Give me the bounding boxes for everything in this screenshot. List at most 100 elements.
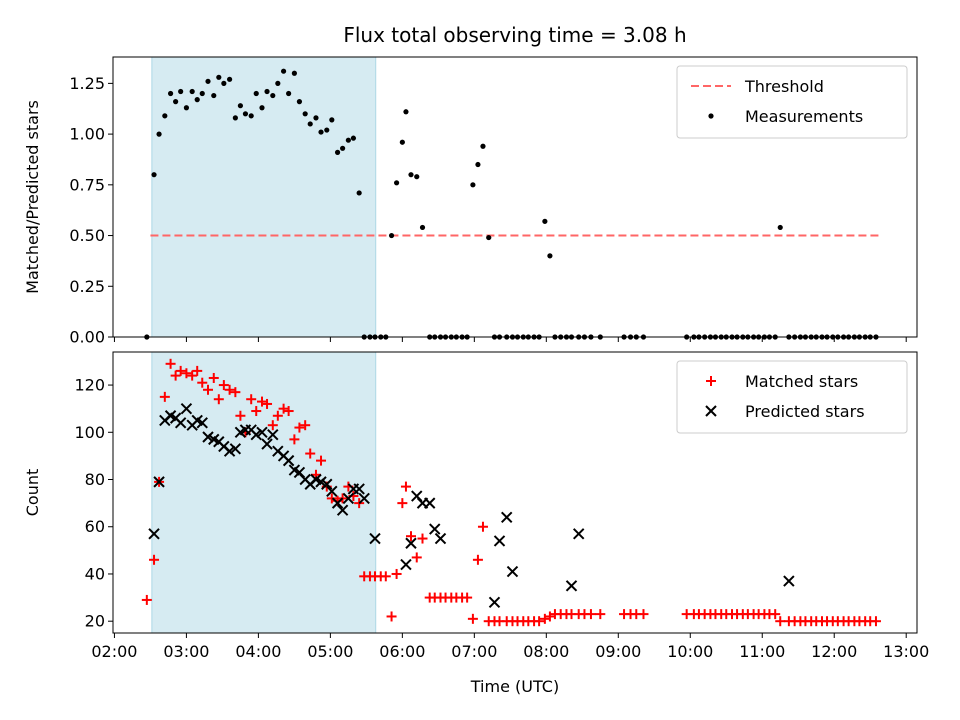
data-point (345, 137, 351, 143)
legend-label: Predicted stars (745, 402, 865, 421)
data-point (280, 68, 287, 74)
data-point (399, 139, 405, 145)
data-point (294, 422, 305, 433)
x-tick-label: 13:00 (883, 642, 929, 661)
data-point (296, 99, 303, 105)
data-point (141, 594, 152, 605)
data-point (380, 571, 391, 582)
y-tick-label: 0.00 (69, 328, 105, 347)
data-point (159, 391, 170, 402)
data-point (400, 558, 412, 571)
data-point (197, 377, 208, 388)
x-tick-label: 11:00 (739, 642, 785, 661)
legend-label: Matched stars (745, 372, 858, 391)
data-point (403, 109, 409, 115)
data-point (230, 387, 241, 398)
y-tick-label: 0.25 (69, 277, 105, 296)
data-point (411, 552, 422, 563)
data-point (282, 454, 295, 467)
y-tick-label: 1.25 (69, 74, 105, 93)
data-point (148, 528, 160, 540)
data-point (391, 568, 402, 579)
y-tick-label: 20 (85, 612, 105, 631)
data-point (534, 616, 545, 627)
data-point (369, 532, 381, 545)
data-point (300, 420, 311, 431)
data-point (397, 498, 408, 509)
data-point (539, 613, 550, 624)
data-point (326, 485, 338, 498)
data-point (472, 554, 483, 565)
data-point (194, 97, 200, 103)
data-point (218, 380, 229, 391)
data-point (199, 90, 205, 97)
data-point (477, 521, 488, 532)
data-point (414, 174, 420, 180)
data-point (315, 476, 327, 488)
y-tick-label: 0.75 (69, 175, 105, 194)
data-point (283, 406, 294, 417)
x-tick-label: 12:00 (811, 642, 857, 661)
data-point (149, 554, 160, 565)
data-point (151, 172, 157, 178)
count-panel: 20 40 60 80 100 120 02:00 03:00 04:00 05:00 06:00… (23, 351, 929, 661)
data-point (256, 396, 267, 407)
data-point (595, 609, 606, 620)
data-point (356, 190, 362, 196)
data-point (291, 70, 297, 76)
data-point (259, 105, 265, 111)
data-point (336, 504, 349, 516)
data-point (270, 92, 276, 99)
count-legend: Matched stars Predicted stars (676, 360, 908, 434)
y-tick-label: 120 (74, 376, 105, 395)
data-point (493, 535, 506, 547)
data-point (572, 528, 585, 540)
data-point (187, 370, 198, 381)
data-point (542, 218, 548, 224)
data-point (770, 609, 781, 620)
data-point (196, 417, 208, 429)
data-point (331, 497, 344, 509)
data-point (475, 161, 481, 168)
legend-swatch (705, 405, 717, 417)
x-tick-label: 10:00 (667, 642, 713, 661)
x-tick-label: 07:00 (451, 642, 497, 661)
count-series-layer (141, 358, 881, 627)
y-tick-label: 60 (85, 517, 105, 536)
data-point (408, 172, 414, 178)
data-point (227, 76, 233, 82)
data-point (318, 129, 324, 135)
data-point (153, 476, 165, 488)
x-tick-label: 06:00 (379, 642, 425, 661)
data-point (162, 113, 168, 119)
data-point (242, 111, 249, 117)
data-point (400, 481, 411, 492)
data-point (342, 492, 355, 505)
data-point (208, 372, 219, 383)
data-point (246, 394, 257, 405)
data-point (393, 180, 400, 186)
data-point (289, 434, 300, 445)
data-point (350, 135, 357, 141)
data-point (278, 403, 289, 414)
x-tick-label: 04:00 (235, 642, 281, 661)
data-point (434, 532, 447, 545)
data-point (329, 117, 335, 123)
data-point (251, 406, 262, 417)
data-point (232, 115, 238, 121)
legend-label: Threshold (744, 77, 824, 96)
data-point (470, 182, 476, 188)
data-point (229, 443, 242, 455)
data-point (417, 533, 428, 544)
legend-swatch (706, 376, 716, 386)
data-point (223, 445, 236, 457)
y-tick-label: 80 (85, 470, 105, 489)
data-point (316, 455, 327, 466)
data-point (488, 596, 501, 609)
legend-box (676, 360, 908, 434)
data-point (253, 90, 259, 97)
data-point (211, 92, 217, 99)
data-point (775, 616, 786, 627)
data-point (547, 253, 553, 259)
